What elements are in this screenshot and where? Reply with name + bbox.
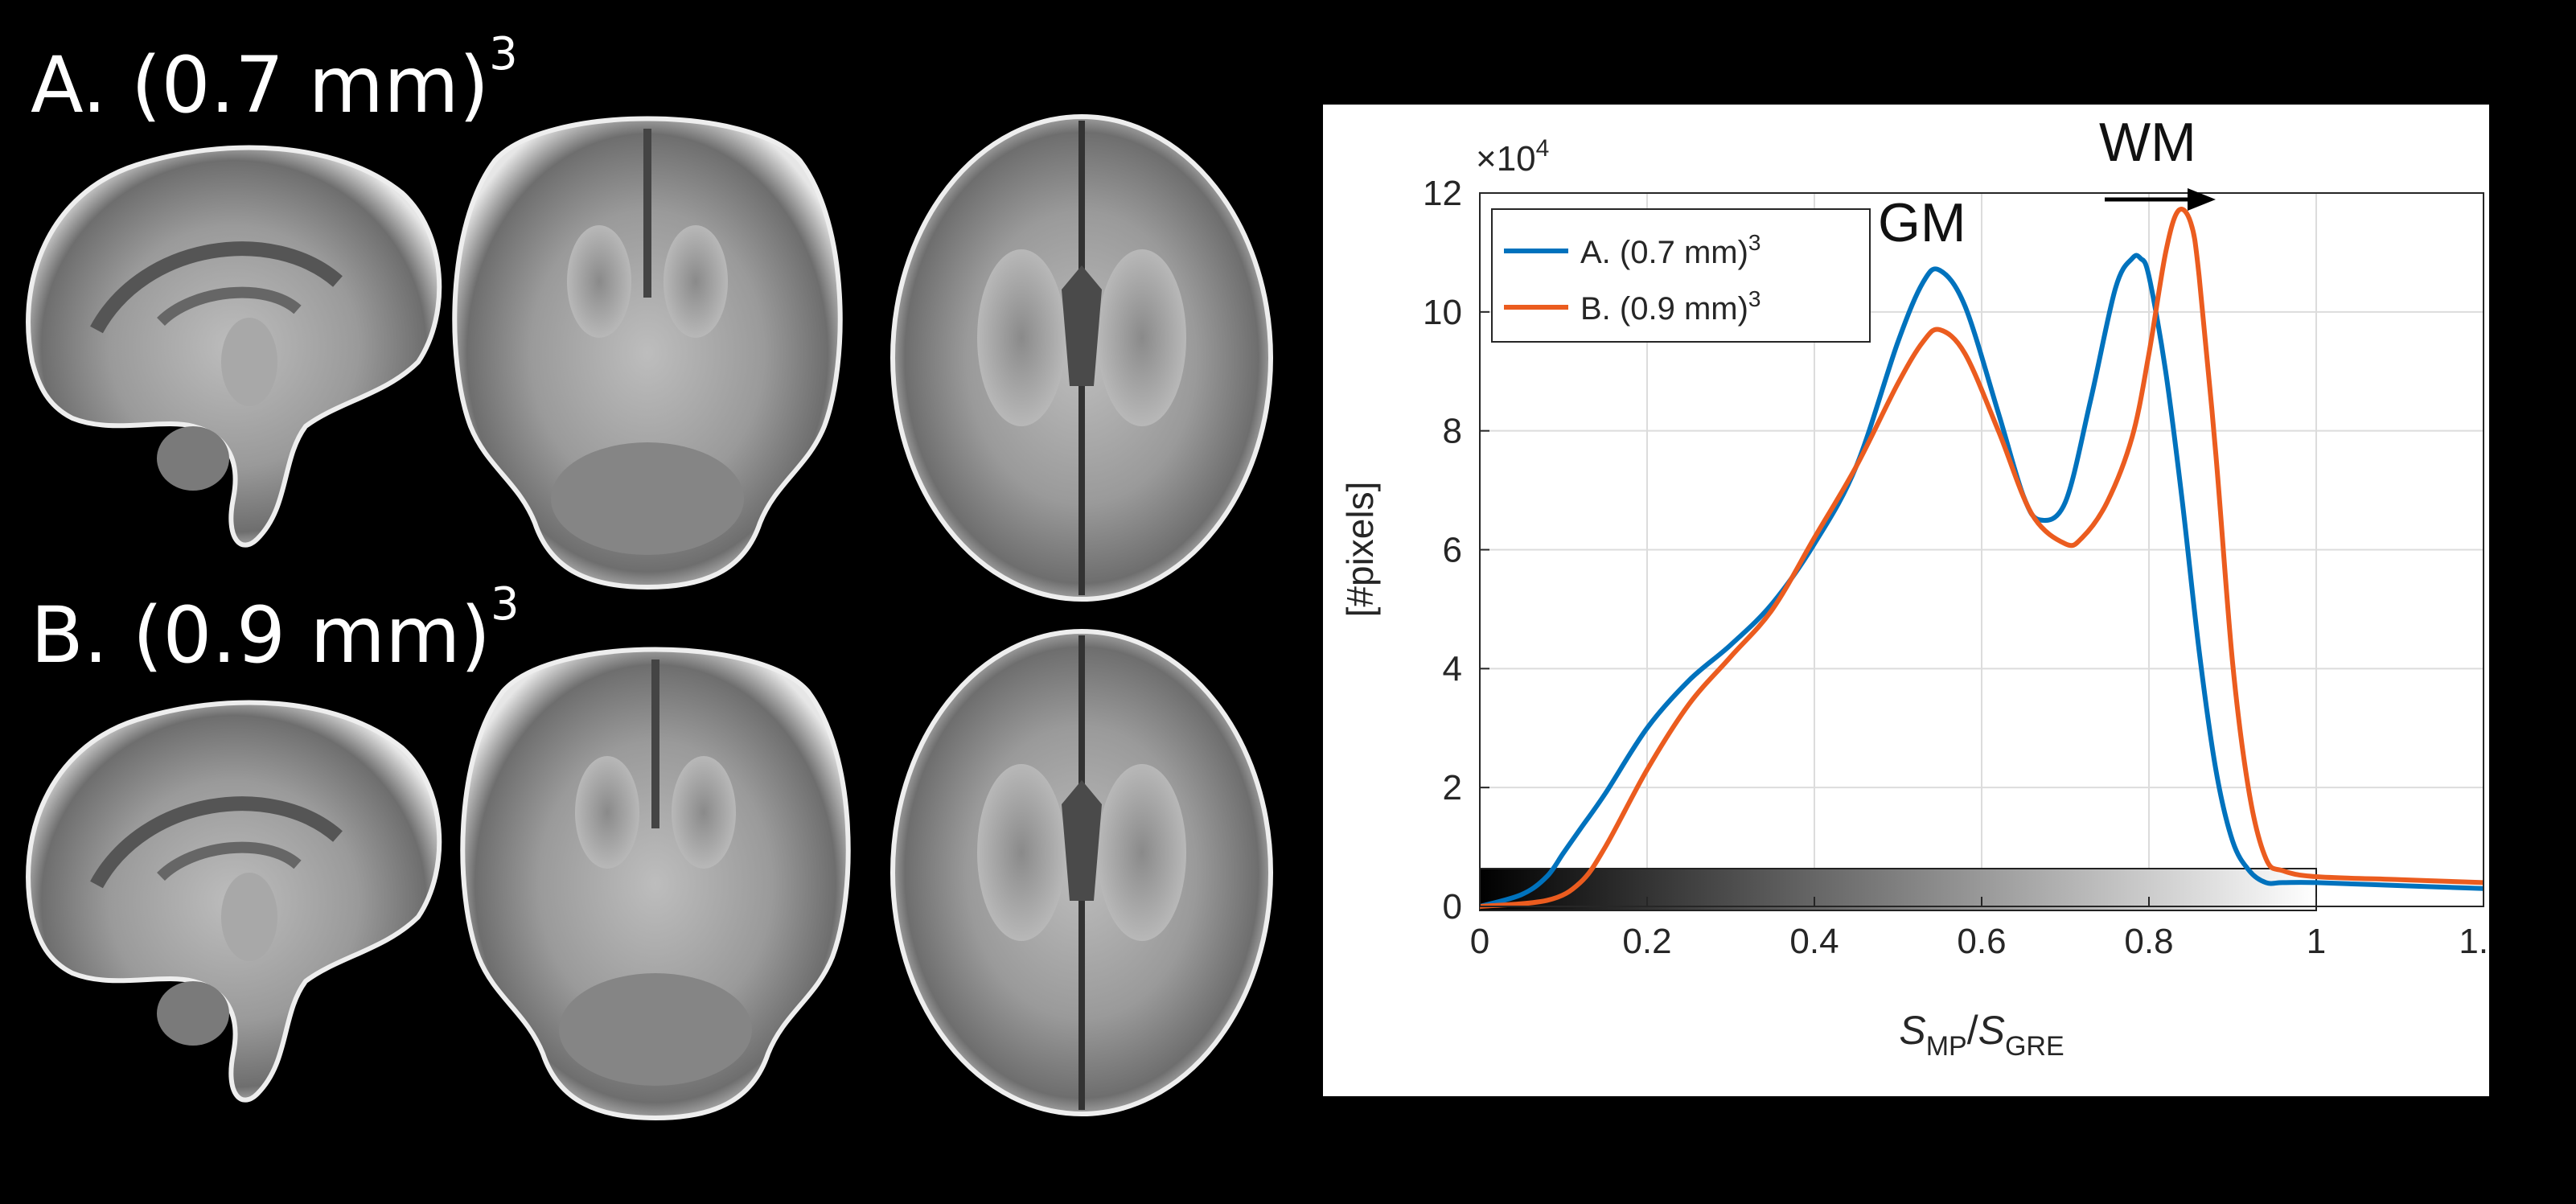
wm-arrow xyxy=(2105,188,2216,211)
coronal-slice-b xyxy=(460,647,851,1121)
wm-annotation: WM xyxy=(2099,112,2196,173)
y-ticks: 0 2 4 6 8 10 12 xyxy=(1423,174,1489,927)
sagittal-slice-b xyxy=(26,700,442,1103)
x-ticks: 0 0.2 0.4 0.6 0.8 1 1.2 xyxy=(1470,897,2508,961)
legend-label-b: B. (0.9 mm)3 xyxy=(1580,286,1760,327)
x-tick-label: 0.2 xyxy=(1622,922,1671,961)
y-tick-label: 12 xyxy=(1423,174,1462,213)
x-tick-label: 0.6 xyxy=(1957,922,2006,961)
y-tick-label: 6 xyxy=(1443,531,1462,570)
axial-slice-a xyxy=(890,114,1273,602)
x-tick-label: 0.4 xyxy=(1789,922,1839,961)
coronal-slice-a xyxy=(452,116,843,590)
legend-box xyxy=(1491,208,1871,343)
series-line-a xyxy=(1479,253,2484,909)
histogram-chart: 0 0.2 0.4 0.6 0.8 1 1.2 0 2 4 6 8 10 12 ×104 [#pixel… xyxy=(1339,112,2508,1062)
x-tick-label: 1.2 xyxy=(2459,922,2489,961)
colorbar xyxy=(1479,868,2317,911)
sagittal-slice-a xyxy=(26,145,442,548)
row-a-label: A. (0.7 mm)3 xyxy=(31,28,518,130)
x-tick-label: 0.8 xyxy=(2124,922,2173,961)
legend: A. (0.7 mm)3 B. (0.9 mm)3 xyxy=(1491,208,1871,343)
x-axis-label: SMP/SGRE xyxy=(1899,1008,2064,1062)
axial-slice-b xyxy=(890,629,1273,1116)
histogram-panel: 0 0.2 0.4 0.6 0.8 1 1.2 0 2 4 6 8 10 12 ×104 [#pixel… xyxy=(1323,105,2508,1096)
series-line-b xyxy=(1479,207,2484,909)
x-tick-label: 0 xyxy=(1470,922,1489,961)
y-exponent-label: ×104 xyxy=(1476,135,1549,179)
series-layer xyxy=(1479,207,2484,909)
y-tick-label: 0 xyxy=(1443,887,1462,927)
gm-annotation: GM xyxy=(1878,192,1966,253)
row-b-label: B. (0.9 mm)3 xyxy=(31,578,520,680)
y-tick-label: 8 xyxy=(1443,412,1462,451)
y-tick-label: 4 xyxy=(1443,649,1462,688)
y-tick-label: 10 xyxy=(1423,293,1462,332)
y-tick-label: 2 xyxy=(1443,768,1462,807)
y-axis-label: [#pixels] xyxy=(1339,482,1381,618)
x-tick-label: 1 xyxy=(2307,922,2326,961)
legend-label-a: A. (0.7 mm)3 xyxy=(1580,230,1760,270)
